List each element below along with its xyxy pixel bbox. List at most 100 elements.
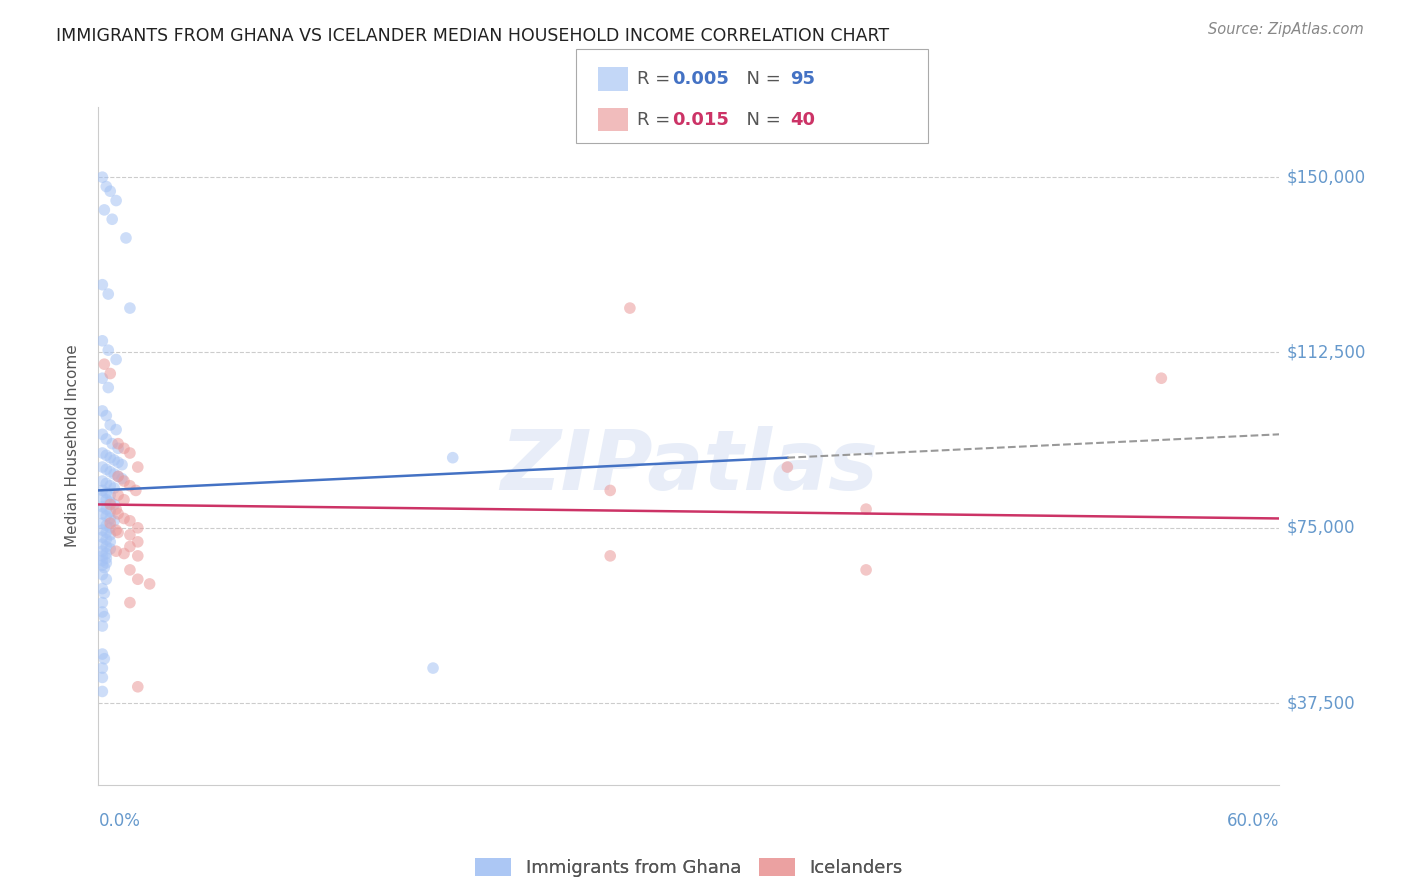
Point [98, 367, 121, 381]
Point [115, 231, 138, 245]
Point [91, 567, 114, 582]
Point [112, 547, 135, 561]
Point [91, 404, 114, 418]
Point [105, 352, 128, 367]
Point [91, 371, 114, 385]
Text: N =: N = [735, 111, 787, 128]
Point [98, 528, 121, 542]
Point [103, 514, 125, 528]
Point [127, 534, 149, 549]
Point [112, 474, 135, 488]
Text: $75,000: $75,000 [1286, 519, 1355, 537]
Text: R =: R = [637, 70, 676, 88]
Point [98, 521, 121, 535]
Point [91, 516, 114, 530]
Point [105, 544, 128, 558]
Point [422, 661, 444, 675]
Point [98, 534, 121, 549]
Text: Source: ZipAtlas.com: Source: ZipAtlas.com [1208, 22, 1364, 37]
Text: 60.0%: 60.0% [1227, 812, 1279, 830]
Point [93, 651, 115, 665]
Point [103, 453, 125, 467]
Point [855, 502, 877, 516]
Point [96, 551, 118, 566]
Text: N =: N = [735, 70, 787, 88]
Point [98, 479, 121, 493]
Point [98, 495, 121, 509]
Point [91, 334, 114, 348]
Y-axis label: Median Household Income: Median Household Income [65, 344, 80, 548]
Point [96, 502, 118, 516]
Point [107, 436, 129, 450]
Point [111, 458, 134, 472]
Point [91, 605, 114, 619]
Point [98, 516, 121, 530]
Point [103, 481, 125, 495]
Point [96, 448, 118, 462]
Point [127, 680, 149, 694]
Point [96, 509, 118, 524]
Text: R =: R = [637, 111, 676, 128]
Point [103, 467, 125, 481]
Point [93, 357, 115, 371]
Point [96, 533, 118, 547]
Point [127, 460, 149, 475]
Text: 40: 40 [790, 111, 815, 128]
Point [96, 540, 118, 554]
Point [441, 450, 464, 465]
Point [91, 523, 114, 537]
Point [107, 525, 129, 540]
Text: 95: 95 [790, 70, 815, 88]
Point [118, 514, 141, 528]
Point [93, 560, 115, 574]
Point [127, 521, 149, 535]
Point [98, 541, 121, 556]
Point [97, 343, 120, 358]
Point [91, 446, 114, 460]
Legend: Immigrants from Ghana, Icelanders: Immigrants from Ghana, Icelanders [468, 851, 910, 884]
Text: $37,500: $37,500 [1286, 694, 1355, 712]
Point [855, 563, 877, 577]
Point [112, 442, 135, 456]
Point [96, 485, 118, 500]
Point [91, 483, 114, 498]
Point [96, 572, 118, 586]
Text: IMMIGRANTS FROM GHANA VS ICELANDER MEDIAN HOUSEHOLD INCOME CORRELATION CHART: IMMIGRANTS FROM GHANA VS ICELANDER MEDIA… [56, 27, 890, 45]
Point [118, 479, 141, 493]
Point [91, 474, 114, 488]
Point [91, 670, 114, 684]
Point [91, 544, 114, 558]
Text: $112,500: $112,500 [1286, 343, 1365, 361]
Point [91, 170, 114, 185]
Point [98, 450, 121, 465]
Point [1150, 371, 1173, 385]
Point [107, 469, 129, 483]
Point [125, 483, 148, 498]
Point [93, 202, 115, 217]
Text: 0.005: 0.005 [672, 70, 728, 88]
Point [98, 488, 121, 502]
Point [91, 549, 114, 563]
Point [96, 525, 118, 540]
Point [105, 423, 128, 437]
Point [96, 492, 118, 507]
Point [93, 609, 115, 624]
Point [91, 537, 114, 551]
Point [619, 301, 641, 315]
Point [101, 212, 124, 227]
Text: $150,000: $150,000 [1286, 169, 1365, 186]
Point [91, 427, 114, 442]
Point [98, 417, 121, 432]
Point [107, 455, 129, 469]
Point [91, 460, 114, 475]
Point [98, 498, 121, 512]
Point [599, 483, 621, 498]
Point [93, 586, 115, 600]
Point [96, 409, 118, 423]
Point [98, 504, 121, 518]
Point [91, 661, 114, 675]
Point [91, 582, 114, 596]
Point [118, 540, 141, 554]
Point [107, 488, 129, 502]
Point [118, 301, 141, 315]
